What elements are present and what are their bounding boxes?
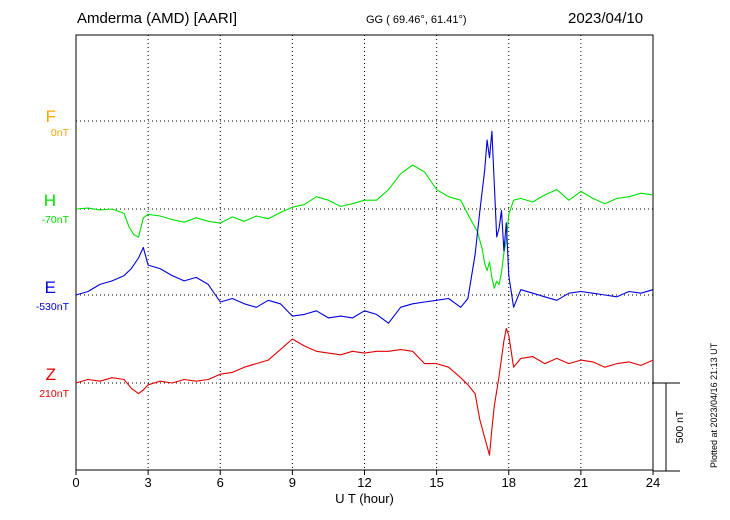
- x-tick-label: 15: [429, 475, 443, 490]
- x-axis-label: U T (hour): [335, 491, 394, 506]
- x-tick-label: 24: [646, 475, 660, 490]
- x-tick-label: 3: [145, 475, 152, 490]
- component-label-f: F: [46, 107, 56, 126]
- baseline-value-f: 0nT: [51, 127, 70, 139]
- plot-frame: [75, 34, 654, 471]
- x-tick-label: 12: [357, 475, 371, 490]
- baseline-value-e: -530nT: [36, 301, 70, 313]
- x-tick-label: 9: [289, 475, 296, 490]
- component-label-e: E: [45, 278, 56, 297]
- geographic-coordinates: GG ( 69.46°, 61.41°): [366, 14, 467, 26]
- component-label-h: H: [44, 191, 56, 210]
- component-label-z: Z: [46, 365, 56, 384]
- x-tick-label: 6: [217, 475, 224, 490]
- x-tick-label: 0: [72, 475, 79, 490]
- x-tick-label: 18: [502, 475, 516, 490]
- station-title: Amderma (AMD) [AARI]: [77, 10, 238, 27]
- x-tick-label: 21: [574, 475, 588, 490]
- scale-bar-label: 500 nT: [674, 410, 686, 443]
- baseline-value-h: -70nT: [42, 214, 70, 226]
- series-line-e: [75, 130, 654, 324]
- plot-date: 2023/04/10: [568, 10, 644, 27]
- series-line-h: [75, 164, 654, 289]
- series-line-z: [75, 327, 654, 456]
- baseline-value-z: 210nT: [39, 388, 69, 400]
